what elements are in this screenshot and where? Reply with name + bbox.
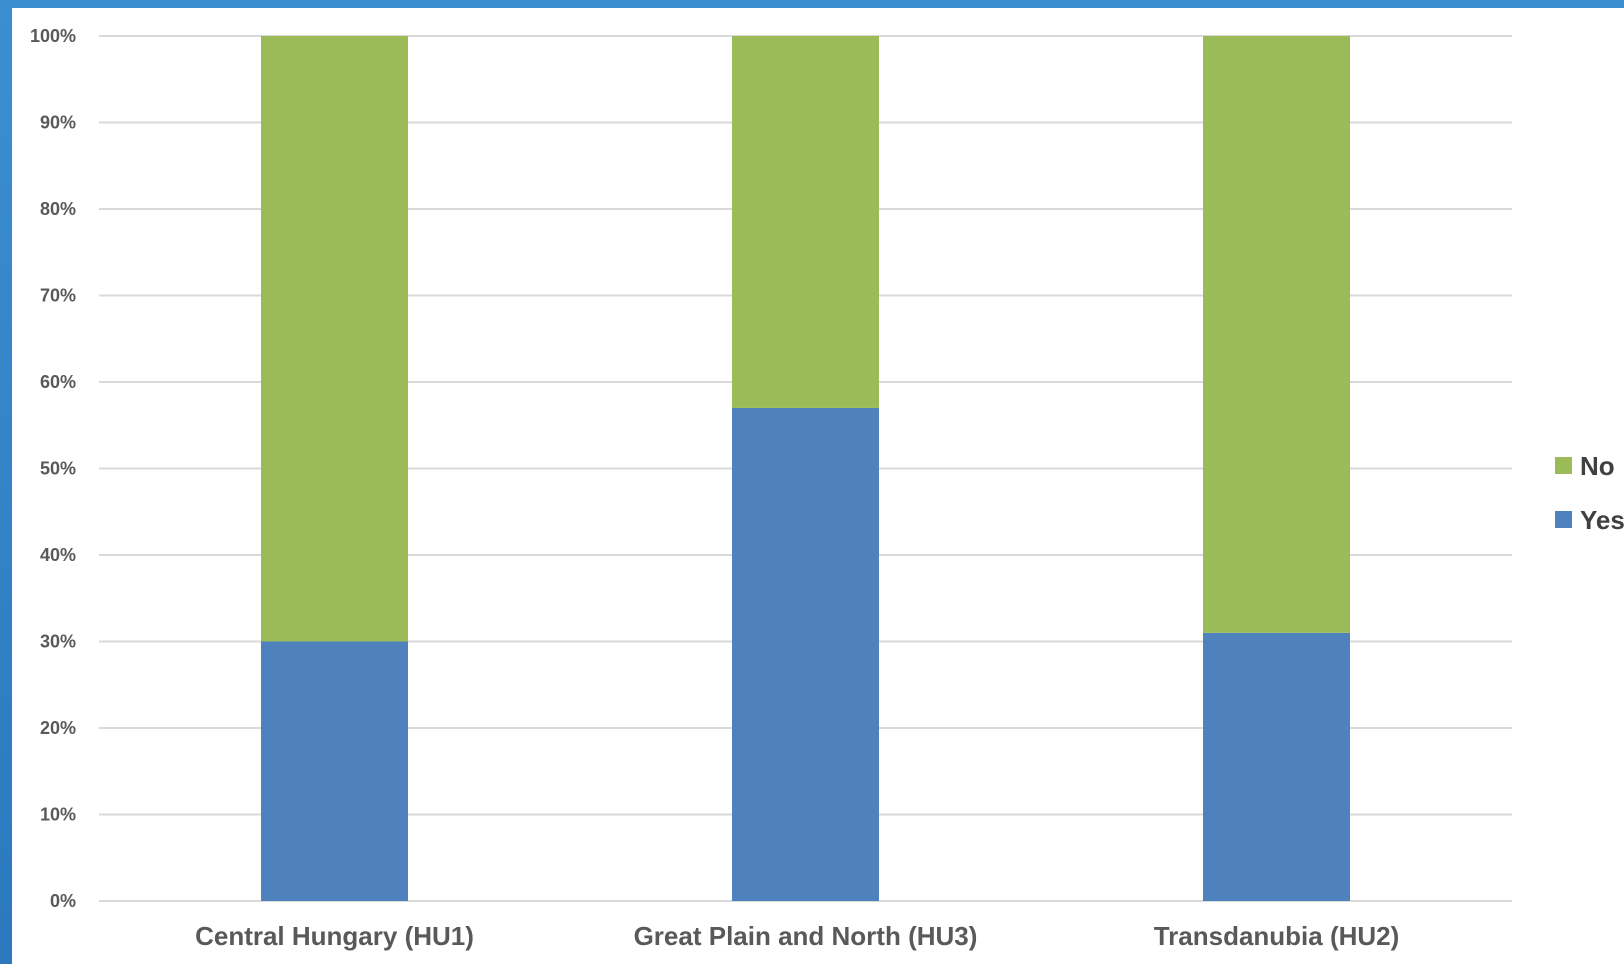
legend-label-yes: Yes xyxy=(1580,505,1624,535)
y-tick-label: 70% xyxy=(40,286,76,306)
y-tick-label: 60% xyxy=(40,372,76,392)
bar-no-0 xyxy=(261,36,408,642)
y-tick-label: 30% xyxy=(40,632,76,652)
x-axis-categories: Central Hungary (HU1) Great Plain and Nor… xyxy=(195,921,1399,951)
legend-swatch-no xyxy=(1555,457,1572,474)
bar-yes-1 xyxy=(732,407,879,901)
y-tick-label: 20% xyxy=(40,718,76,738)
y-tick-label: 80% xyxy=(40,199,76,219)
y-axis-ticks: 0% 10% 20% 30% 40% 50% 60% 70% 80% 90% 100% xyxy=(30,26,76,911)
x-category-label: Great Plain and North (HU3) xyxy=(634,921,978,951)
bar-yes-0 xyxy=(261,641,408,901)
y-tick-label: 90% xyxy=(40,113,76,133)
y-tick-label: 40% xyxy=(40,545,76,565)
legend-label-no: No xyxy=(1580,451,1615,481)
x-category-label: Transdanubia (HU2) xyxy=(1154,921,1400,951)
y-tick-label: 10% xyxy=(40,805,76,825)
y-tick-label: 100% xyxy=(30,26,76,46)
legend-swatch-yes xyxy=(1555,511,1572,528)
x-category-label: Central Hungary (HU1) xyxy=(195,921,474,951)
bar-no-1 xyxy=(732,36,879,408)
legend: No Yes xyxy=(1555,451,1624,535)
bar-no-2 xyxy=(1203,36,1350,633)
y-tick-label: 50% xyxy=(40,459,76,479)
bar-yes-2 xyxy=(1203,632,1350,901)
chart-area: 0% 10% 20% 30% 40% 50% 60% 70% 80% 90% 100% Centra… xyxy=(12,8,1624,964)
stacked-bar-chart: 0% 10% 20% 30% 40% 50% 60% 70% 80% 90% 100% Centra… xyxy=(30,26,1624,951)
bars xyxy=(261,36,1350,901)
y-tick-label: 0% xyxy=(50,891,76,911)
